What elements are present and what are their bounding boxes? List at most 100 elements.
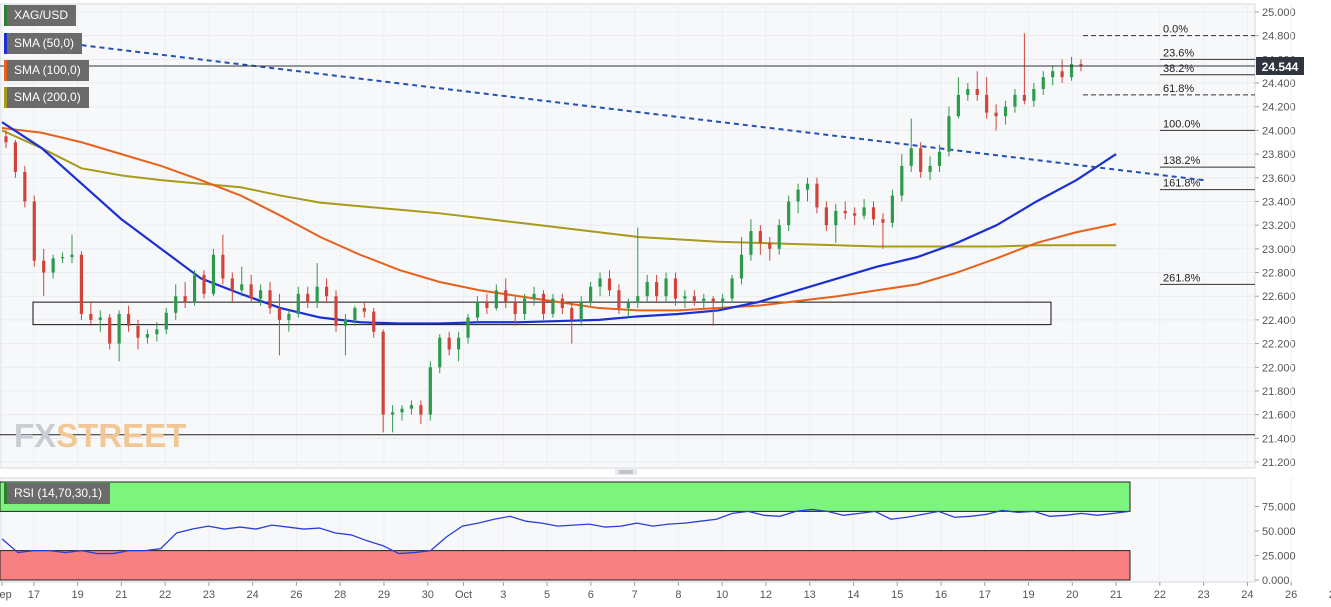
candle-body — [211, 254, 216, 294]
rsi-line — [1, 508, 1130, 555]
rsi-y-tick-label: 50.000 — [1262, 526, 1296, 538]
sma50-line — [1, 121, 1117, 325]
candle-body — [457, 337, 461, 350]
sma100-label: SMA (100,0) — [14, 63, 81, 77]
x-tick-label: 15 — [891, 589, 903, 601]
candle-body — [947, 116, 951, 152]
candle-body — [560, 298, 564, 309]
watermark-fx: FX — [14, 417, 57, 454]
candle-body — [626, 302, 630, 309]
y-tick-label: 21.600 — [1262, 410, 1296, 422]
x-tick-label: 17 — [979, 589, 991, 601]
x-tick-label: 12 — [760, 589, 772, 601]
x-tick-label: 14 — [847, 589, 859, 601]
x-tick-label: 5 — [544, 589, 550, 601]
candle-body — [192, 274, 197, 303]
x-tick-label: 17 — [28, 589, 40, 601]
y-tick-label: 24.400 — [1262, 78, 1296, 90]
y-tick-label: 21.400 — [1262, 433, 1296, 445]
candle-body — [126, 313, 131, 326]
candle-body — [1022, 94, 1026, 101]
candle-body — [334, 296, 338, 326]
candle-body — [390, 412, 395, 415]
candle-body — [155, 329, 159, 335]
sma100-line — [1, 127, 1117, 312]
x-tick-label: 16 — [935, 589, 947, 601]
rsi-oversold-zone — [0, 550, 1131, 581]
fib-level-label: 38.2% — [1163, 63, 1194, 75]
last-price-badge — [1256, 57, 1304, 75]
sma200-legend[interactable]: SMA (200,0) — [4, 87, 89, 108]
candle-body — [1003, 106, 1008, 117]
candle-body — [287, 313, 291, 320]
candle-body — [230, 278, 234, 291]
fib-level-label: 23.6% — [1163, 47, 1194, 59]
fib-level-label: 0.0% — [1163, 24, 1188, 36]
candle-body — [739, 254, 744, 279]
candle-body — [60, 257, 65, 259]
fxstreet-watermark: FXSTREET — [14, 417, 186, 455]
x-tick-label: 8 — [675, 589, 681, 601]
rsi-y-tick-label: 0.000 — [1262, 575, 1290, 587]
sma50-legend[interactable]: SMA (50,0) — [4, 33, 83, 54]
candle-body — [249, 284, 253, 299]
candle-body — [994, 112, 998, 117]
candle-body — [655, 282, 659, 297]
x-tick-label: 22 — [159, 589, 171, 601]
candle-body — [353, 308, 357, 320]
x-tick-label: 23 — [203, 589, 215, 601]
sma200-label: SMA (200,0) — [14, 90, 81, 104]
y-tick-label: 21.200 — [1262, 457, 1296, 469]
candle-body — [853, 213, 857, 216]
candle-body — [324, 286, 329, 297]
candle-body — [589, 286, 593, 303]
candle-body — [607, 278, 612, 291]
y-tick-label: 22.600 — [1262, 291, 1296, 303]
candle-body — [98, 317, 102, 320]
candle-body — [711, 298, 715, 303]
candle-body — [956, 94, 960, 117]
x-tick-label: 7 — [632, 589, 638, 601]
candle-body — [900, 165, 904, 196]
x-tick-label: 3 — [500, 589, 506, 601]
x-tick-label: 24 — [1241, 589, 1253, 601]
x-tick-label: 27 — [1329, 589, 1331, 601]
candle-body — [315, 286, 319, 303]
rsi-y-tick-label: 25.000 — [1262, 551, 1296, 563]
y-tick-label: 24.800 — [1262, 31, 1296, 43]
x-tick-label: 29 — [378, 589, 390, 601]
candle-body — [240, 284, 244, 291]
rsi-legend[interactable]: RSI (14,70,30,1) — [4, 483, 111, 504]
candle-body — [202, 274, 206, 294]
x-tick-label: 23 — [1197, 589, 1209, 601]
sma100-swatch — [4, 60, 7, 81]
x-tick-label: 19 — [1022, 589, 1034, 601]
symbol-label: XAG/USD — [4, 5, 77, 26]
candle-body — [164, 312, 168, 330]
candle-body — [909, 148, 913, 166]
y-tick-label: 22.400 — [1262, 315, 1296, 327]
candle-body — [13, 142, 18, 172]
candle-body — [532, 293, 536, 299]
candle-body — [834, 210, 838, 226]
candle-body — [447, 337, 451, 350]
candle-body — [815, 183, 819, 208]
candle-body — [579, 302, 583, 320]
x-tick-label: 6 — [588, 589, 594, 601]
candle-body — [664, 278, 668, 297]
candle-body — [843, 210, 847, 214]
candle-body — [617, 290, 621, 309]
x-tick-label: 26 — [1285, 589, 1297, 601]
candle-body — [70, 254, 74, 258]
candle-body — [221, 254, 225, 279]
candle-body — [494, 290, 498, 309]
candle-body — [683, 296, 687, 299]
candle-body — [400, 408, 404, 413]
candle-body — [919, 148, 923, 172]
y-tick-label: 22.000 — [1262, 362, 1296, 374]
fib-level-label: 261.8% — [1163, 272, 1201, 284]
sma100-legend[interactable]: SMA (100,0) — [4, 60, 89, 81]
candle-body — [749, 231, 753, 255]
candle-body — [523, 298, 527, 314]
